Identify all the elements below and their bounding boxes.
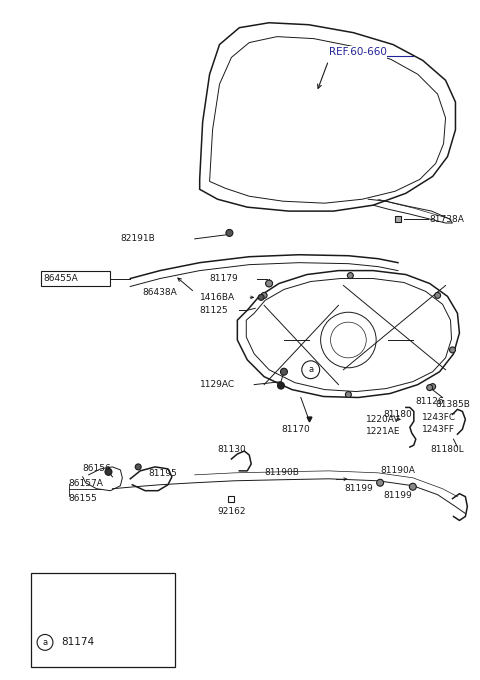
Text: 1221AE: 1221AE — [366, 427, 401, 436]
Bar — [228, 496, 234, 502]
Text: 81170: 81170 — [281, 425, 310, 434]
Text: 1416BA: 1416BA — [200, 293, 235, 302]
Text: 81180L: 81180L — [431, 445, 465, 454]
Text: 1220AV: 1220AV — [366, 415, 401, 424]
Text: 81125: 81125 — [200, 306, 228, 315]
Text: 81738A: 81738A — [430, 215, 465, 224]
Bar — [41, 271, 110, 286]
Text: 81190B: 81190B — [264, 469, 299, 477]
Circle shape — [377, 479, 384, 486]
Text: 92162: 92162 — [217, 507, 246, 516]
Bar — [395, 216, 401, 222]
Text: 81199: 81199 — [345, 484, 373, 493]
Text: 1243FC: 1243FC — [422, 413, 456, 422]
Circle shape — [435, 292, 441, 299]
Text: 81190A: 81190A — [380, 466, 415, 475]
Text: 86155: 86155 — [69, 494, 97, 503]
Text: 81130: 81130 — [217, 445, 246, 454]
Text: 86455A: 86455A — [43, 274, 78, 283]
Text: 81385B: 81385B — [436, 400, 470, 409]
Text: 81195: 81195 — [148, 469, 177, 478]
Circle shape — [261, 292, 267, 299]
Circle shape — [135, 464, 141, 470]
Circle shape — [277, 382, 285, 389]
Text: a: a — [308, 365, 313, 374]
Text: 81180: 81180 — [383, 410, 412, 419]
Text: 86156: 86156 — [83, 464, 111, 473]
Text: 86157A: 86157A — [69, 479, 104, 488]
Circle shape — [105, 469, 112, 475]
Circle shape — [427, 385, 432, 390]
Text: 1129AC: 1129AC — [200, 380, 235, 389]
Text: REF.60-660: REF.60-660 — [329, 48, 386, 58]
Text: 81126: 81126 — [416, 397, 444, 406]
Circle shape — [348, 273, 353, 279]
Bar — [31, 573, 175, 667]
Text: 81174: 81174 — [61, 637, 94, 647]
Circle shape — [430, 384, 436, 390]
Text: 86438A: 86438A — [142, 288, 177, 297]
Text: 82191B: 82191B — [120, 235, 155, 243]
Circle shape — [409, 483, 416, 490]
Circle shape — [265, 280, 273, 287]
Circle shape — [226, 229, 233, 237]
Circle shape — [280, 369, 288, 375]
Text: a: a — [42, 638, 48, 647]
Circle shape — [258, 294, 264, 301]
Circle shape — [449, 347, 456, 353]
Text: 81179: 81179 — [210, 274, 239, 283]
Text: 81199: 81199 — [383, 491, 412, 500]
Text: 1243FF: 1243FF — [422, 425, 455, 434]
Circle shape — [346, 392, 351, 398]
